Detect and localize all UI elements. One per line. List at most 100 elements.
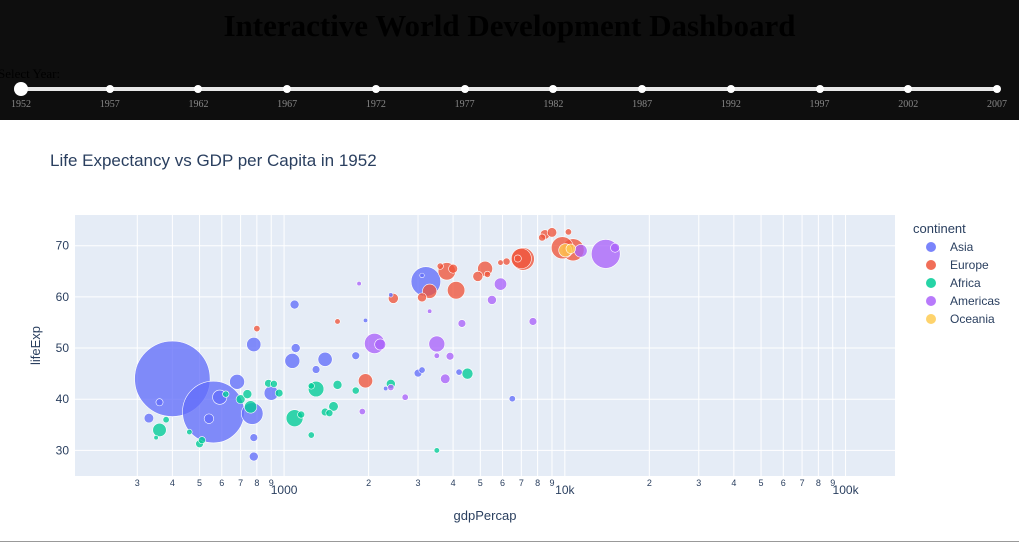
data-point-africa[interactable] xyxy=(328,401,339,412)
legend-item-asia[interactable]: Asia xyxy=(950,240,974,254)
data-point-asia[interactable] xyxy=(362,317,369,323)
data-point-asia[interactable] xyxy=(246,337,262,352)
data-point-africa[interactable] xyxy=(186,428,193,436)
data-point-asia[interactable] xyxy=(418,366,426,374)
year-mark-1977[interactable]: 1977 xyxy=(454,99,475,110)
year-mark-1957[interactable]: 1957 xyxy=(99,99,120,110)
year-mark-1952[interactable]: 1952 xyxy=(11,99,31,110)
data-point-asia[interactable] xyxy=(203,413,215,424)
data-point-africa[interactable] xyxy=(461,367,474,380)
data-point-oceania[interactable] xyxy=(565,243,576,254)
data-point-americas[interactable] xyxy=(433,352,440,359)
year-slider-dot[interactable] xyxy=(815,85,824,93)
year-mark-1987[interactable]: 1987 xyxy=(632,99,653,110)
data-point-asia[interactable] xyxy=(248,451,259,462)
data-point-europe[interactable] xyxy=(417,292,427,303)
data-point-europe[interactable] xyxy=(546,227,558,238)
year-slider-dot[interactable] xyxy=(283,85,292,93)
year-mark-2007[interactable]: 2007 xyxy=(987,99,1007,110)
legend-item-africa[interactable]: Africa xyxy=(950,276,981,290)
data-point-asia[interactable] xyxy=(388,292,394,298)
legend-marker-americas[interactable] xyxy=(926,296,936,306)
data-point-asia[interactable] xyxy=(249,433,259,442)
year-mark-1992[interactable]: 1992 xyxy=(720,99,741,110)
data-point-asia[interactable] xyxy=(284,353,301,369)
data-point-americas[interactable] xyxy=(610,242,620,253)
data-point-americas[interactable] xyxy=(457,319,467,328)
year-mark-1962[interactable]: 1962 xyxy=(188,99,209,110)
data-point-africa[interactable] xyxy=(351,386,360,395)
data-point-asia[interactable] xyxy=(290,343,301,353)
data-point-asia[interactable] xyxy=(455,368,463,376)
data-point-americas[interactable] xyxy=(401,393,409,401)
data-point-europe[interactable] xyxy=(253,325,261,333)
data-point-asia[interactable] xyxy=(351,351,360,360)
data-point-europe[interactable] xyxy=(447,281,466,300)
data-point-asia[interactable] xyxy=(289,299,300,310)
data-point-asia[interactable] xyxy=(143,413,155,424)
data-point-americas[interactable] xyxy=(374,338,387,351)
data-point-europe[interactable] xyxy=(538,233,546,242)
data-point-africa[interactable] xyxy=(307,382,315,390)
data-point-americas[interactable] xyxy=(387,383,395,391)
year-slider-dot[interactable] xyxy=(460,85,469,93)
year-slider-handle[interactable] xyxy=(14,82,28,96)
data-point-asia[interactable] xyxy=(317,351,333,367)
data-point-europe[interactable] xyxy=(472,271,484,282)
data-point-africa[interactable] xyxy=(332,380,343,390)
legend-marker-africa[interactable] xyxy=(926,278,936,288)
data-point-africa[interactable] xyxy=(152,422,167,438)
data-point-europe[interactable] xyxy=(502,257,511,266)
legend-marker-asia[interactable] xyxy=(926,242,936,252)
year-mark-1982[interactable]: 1982 xyxy=(543,99,564,110)
data-point-africa[interactable] xyxy=(274,388,284,398)
data-point-americas[interactable] xyxy=(574,244,588,258)
data-point-asia[interactable] xyxy=(508,395,516,403)
year-mark-2002[interactable]: 2002 xyxy=(898,99,919,110)
data-point-europe[interactable] xyxy=(358,373,373,389)
data-point-europe[interactable] xyxy=(483,270,491,278)
data-point-africa[interactable] xyxy=(433,447,440,454)
data-point-africa[interactable] xyxy=(153,435,159,441)
data-point-asia[interactable] xyxy=(229,374,245,390)
data-point-africa[interactable] xyxy=(325,409,334,417)
data-point-africa[interactable] xyxy=(235,394,246,405)
data-point-africa[interactable] xyxy=(244,400,258,414)
legend-item-americas[interactable]: Americas xyxy=(950,294,1000,308)
data-point-americas[interactable] xyxy=(440,373,451,384)
year-slider-dot[interactable] xyxy=(904,85,913,93)
data-point-europe[interactable] xyxy=(448,263,458,274)
data-point-americas[interactable] xyxy=(358,408,366,416)
data-point-europe[interactable] xyxy=(564,228,572,236)
year-slider-dot[interactable] xyxy=(371,85,380,93)
data-point-africa[interactable] xyxy=(222,390,230,398)
data-point-americas[interactable] xyxy=(493,277,507,291)
data-point-americas[interactable] xyxy=(428,335,446,353)
year-mark-1967[interactable]: 1967 xyxy=(277,99,298,110)
year-slider-dot[interactable] xyxy=(993,85,1001,93)
data-point-africa[interactable] xyxy=(162,416,170,424)
data-point-americas[interactable] xyxy=(427,308,433,314)
data-point-africa[interactable] xyxy=(297,410,305,419)
year-mark-1997[interactable]: 1997 xyxy=(809,99,830,110)
data-point-asia[interactable] xyxy=(419,272,425,278)
data-point-africa[interactable] xyxy=(198,436,206,445)
year-slider-dot[interactable] xyxy=(549,85,558,93)
data-point-africa[interactable] xyxy=(270,380,278,388)
data-point-africa[interactable] xyxy=(242,389,253,399)
legend-marker-oceania[interactable] xyxy=(926,314,936,324)
data-point-americas[interactable] xyxy=(487,295,497,305)
data-point-asia[interactable] xyxy=(311,365,321,374)
data-point-europe[interactable] xyxy=(513,254,522,263)
year-slider-dot[interactable] xyxy=(194,85,203,93)
year-slider-rail[interactable] xyxy=(20,87,998,91)
year-slider-dot[interactable] xyxy=(638,85,647,93)
data-point-europe[interactable] xyxy=(497,259,504,266)
data-point-europe[interactable] xyxy=(334,318,341,325)
data-point-americas[interactable] xyxy=(528,317,538,326)
data-point-africa[interactable] xyxy=(307,431,315,439)
year-slider-dot[interactable] xyxy=(105,85,114,93)
data-point-asia[interactable] xyxy=(155,398,164,407)
data-point-americas[interactable] xyxy=(445,352,455,361)
